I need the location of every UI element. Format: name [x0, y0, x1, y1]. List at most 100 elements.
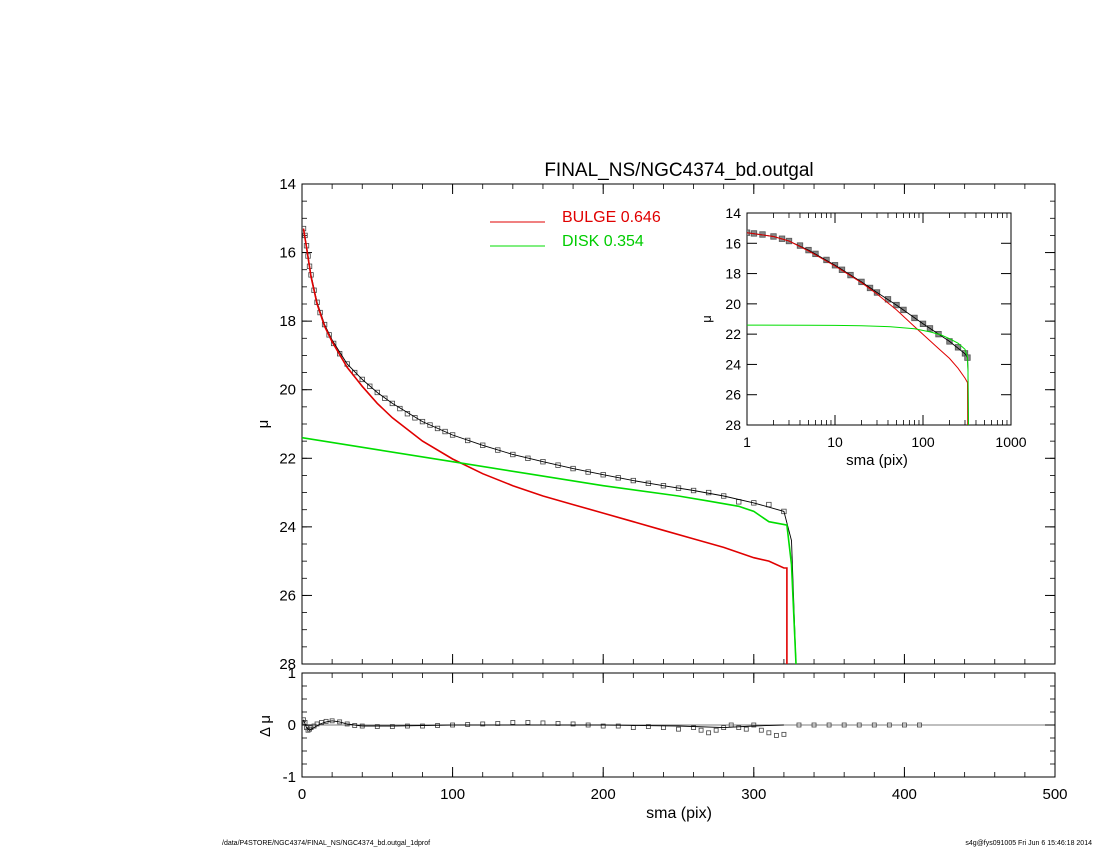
y-tick-label: 26 [279, 587, 296, 604]
data-point [766, 730, 772, 736]
y-tick-label: 18 [279, 313, 296, 330]
bulge-component-line [302, 228, 788, 664]
legend: BULGE 0.646 DISK 0.354 [490, 209, 661, 250]
data-point [359, 376, 365, 383]
inset-axes: 14 16 18 20 22 24 26 281 10 100 1000 [725, 205, 1026, 450]
x-tick-label: 0 [298, 786, 306, 803]
x-tick-label: 400 [892, 786, 917, 803]
data-point [706, 730, 712, 736]
data-point [367, 383, 373, 389]
data-point [374, 389, 380, 396]
data-point [570, 465, 576, 472]
data-point [510, 720, 516, 725]
data-point [743, 726, 749, 732]
residual-line [303, 719, 784, 731]
data-point [510, 451, 516, 458]
y-tick-label: 28 [279, 656, 296, 673]
data-point [871, 722, 877, 728]
data-point [796, 722, 802, 728]
data-point [449, 432, 456, 438]
disk-component-line [747, 324, 969, 425]
footer-timestamp: s4g@fys091005 Fri Jun 6 15:46:18 2014 [965, 840, 1092, 847]
data-point [811, 722, 817, 728]
chart-title: FINAL_NS/NGC4374_bd.outgal [544, 160, 813, 181]
model-line [303, 228, 797, 664]
data-point [412, 415, 418, 421]
data-point [352, 369, 358, 376]
y-tick-label: 28 [725, 417, 741, 433]
y-tick-label: 1 [288, 665, 296, 682]
footer-file-path: /data/P4STORE/NGC4374/FINAL_NS/NGC4374_b… [222, 840, 431, 847]
data-point [736, 725, 742, 730]
legend-bulge-label: BULGE 0.646 [562, 209, 661, 226]
x-tick-label: 100 [911, 434, 935, 450]
y-tick-label: 22 [725, 326, 741, 342]
data-point [766, 501, 772, 508]
residual-x-axis-label: sma (pix) [646, 805, 712, 822]
data-point [389, 400, 396, 407]
data-point [570, 721, 576, 727]
x-tick-label: 200 [591, 786, 616, 803]
data-point [713, 727, 719, 733]
disk-component-line [302, 436, 797, 664]
x-tick-label: 100 [440, 786, 465, 803]
inset-x-axis-label: sma (pix) [846, 452, 908, 469]
data-point [427, 422, 433, 428]
data-point [434, 425, 441, 432]
data-point [465, 722, 471, 727]
main-marks [302, 225, 797, 664]
y-tick-label: -1 [283, 769, 296, 786]
y-tick-label: 14 [279, 176, 296, 193]
data-point [691, 725, 696, 730]
data-point [826, 722, 832, 728]
data-point [841, 722, 847, 728]
data-point [525, 720, 531, 725]
data-point [495, 447, 501, 453]
data-point [856, 722, 862, 728]
data-point [751, 722, 757, 728]
y-tick-label: 16 [725, 235, 741, 251]
y-tick-label: 24 [279, 519, 296, 536]
data-point [374, 724, 380, 729]
main-y-axis-label: μ [255, 420, 272, 429]
y-tick-label: 18 [725, 266, 741, 282]
y-tick-label: 20 [725, 296, 741, 312]
inset-marks [747, 229, 971, 425]
data-point [615, 723, 621, 729]
inset-plot-frame [746, 212, 1012, 426]
data-point [304, 725, 309, 730]
data-point [600, 723, 606, 729]
data-point [954, 344, 962, 351]
data-point [540, 459, 546, 465]
y-tick-label: 0 [288, 717, 296, 734]
data-point [397, 405, 403, 412]
y-tick-label: 14 [725, 205, 741, 221]
data-point [698, 727, 704, 733]
data-point [676, 726, 681, 732]
y-tick-label: 22 [279, 450, 296, 467]
main-profile-panel: 14 16 18 20 22 24 26 28 μ BULGE 0.646 DISK 0.35… [255, 176, 1056, 673]
data-point [917, 722, 922, 728]
data-point [442, 428, 448, 435]
data-point [773, 733, 779, 738]
data-point [419, 418, 426, 425]
data-point [781, 731, 787, 737]
data-point [781, 508, 787, 515]
data-point [902, 722, 907, 728]
legend-disk-label: DISK 0.354 [562, 233, 644, 250]
data-point [302, 717, 306, 723]
data-point [480, 721, 486, 727]
bulge-component-line [747, 232, 969, 425]
data-point [555, 462, 561, 468]
data-point [382, 395, 388, 401]
inset-y-axis-label: μ [699, 315, 714, 323]
y-tick-label: 24 [725, 356, 741, 372]
x-tick-label: 10 [827, 434, 843, 450]
x-tick-label: 300 [741, 786, 766, 803]
data-point [886, 722, 892, 728]
x-tick-label: 500 [1042, 786, 1067, 803]
y-tick-label: 16 [279, 245, 296, 262]
